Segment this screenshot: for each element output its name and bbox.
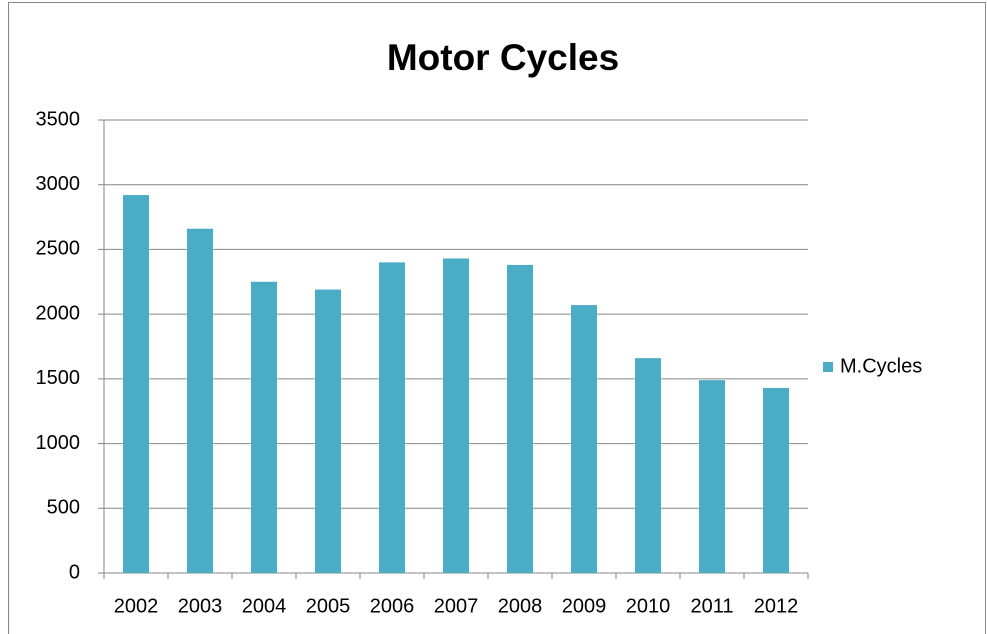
- y-tick-label: 3500: [36, 108, 81, 130]
- y-tick-label: 500: [47, 497, 80, 519]
- x-tick-label: 2004: [242, 595, 287, 617]
- bar: [763, 387, 789, 573]
- y-tick-label: 2000: [36, 302, 81, 324]
- x-tick-label: 2009: [562, 595, 607, 617]
- bar: [315, 289, 341, 573]
- chart-title: Motor Cycles: [387, 37, 619, 78]
- x-tick-label: 2008: [498, 595, 543, 617]
- y-tick-label: 1500: [36, 367, 81, 389]
- x-tick-label: 2010: [626, 595, 671, 617]
- y-tick-label: 1000: [36, 432, 81, 454]
- x-tick-label: 2005: [306, 595, 351, 617]
- x-tick-label: 2003: [178, 595, 223, 617]
- bar: [635, 358, 661, 573]
- y-tick-label: 3000: [36, 173, 81, 195]
- bar: [123, 195, 149, 573]
- chart-border: [8, 2, 986, 634]
- bar: [699, 380, 725, 573]
- bar: [443, 258, 469, 573]
- bar: [571, 305, 597, 573]
- bar: [379, 262, 405, 573]
- bar: [507, 264, 533, 573]
- y-tick-label: 2500: [36, 238, 81, 260]
- x-tick-label: 2002: [114, 595, 159, 617]
- bar: [187, 228, 213, 573]
- x-tick-label: 2012: [754, 595, 799, 617]
- x-tick-label: 2007: [434, 595, 479, 617]
- legend-label: M.Cycles: [840, 355, 922, 377]
- y-tick-label: 0: [69, 561, 80, 583]
- bar: [251, 281, 277, 573]
- legend-swatch: [823, 362, 833, 372]
- x-tick-label: 2006: [370, 595, 415, 617]
- x-tick-label: 2011: [690, 595, 733, 617]
